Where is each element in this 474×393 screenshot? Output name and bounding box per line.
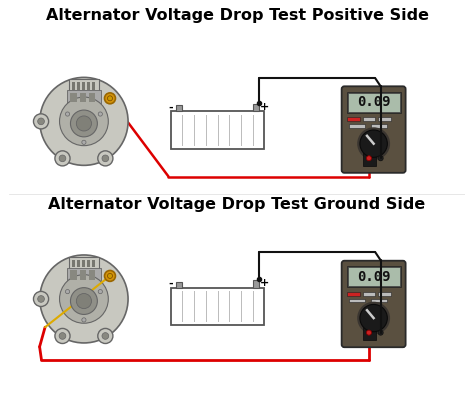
Bar <box>171 111 264 149</box>
Bar <box>69 79 99 91</box>
Circle shape <box>65 290 70 294</box>
Circle shape <box>34 292 49 307</box>
Bar <box>82 260 85 267</box>
Text: +: + <box>260 102 269 112</box>
Bar <box>77 260 80 267</box>
Circle shape <box>59 155 66 162</box>
Bar <box>89 270 95 280</box>
Bar <box>71 270 77 280</box>
Bar <box>378 292 391 296</box>
Circle shape <box>34 114 49 129</box>
Bar <box>72 82 75 90</box>
Circle shape <box>82 140 86 144</box>
Circle shape <box>108 96 112 101</box>
Text: Alternator Voltage Drop Test Positive Side: Alternator Voltage Drop Test Positive Si… <box>46 7 428 22</box>
Circle shape <box>108 274 112 278</box>
Bar <box>347 267 400 286</box>
Text: +: + <box>260 278 269 288</box>
Bar <box>176 105 182 111</box>
Bar <box>253 280 259 288</box>
Circle shape <box>366 330 372 335</box>
Circle shape <box>37 296 45 302</box>
Bar <box>347 118 360 121</box>
Text: 0.09: 0.09 <box>357 270 391 284</box>
Bar <box>89 93 95 102</box>
Circle shape <box>366 156 372 161</box>
Circle shape <box>40 77 128 165</box>
Bar <box>364 324 376 340</box>
Circle shape <box>98 290 102 294</box>
Bar <box>87 260 90 267</box>
Bar <box>72 260 75 267</box>
Bar <box>364 150 376 165</box>
Circle shape <box>59 332 66 339</box>
Bar <box>171 288 264 325</box>
Circle shape <box>360 305 387 332</box>
Bar <box>346 266 401 287</box>
Text: -: - <box>168 279 173 289</box>
Text: Alternator Voltage Drop Test Ground Side: Alternator Voltage Drop Test Ground Side <box>48 197 426 212</box>
Bar <box>92 260 95 267</box>
Circle shape <box>65 112 70 116</box>
Bar <box>349 124 365 128</box>
FancyBboxPatch shape <box>342 261 406 347</box>
Bar <box>69 257 99 269</box>
Bar <box>92 82 95 90</box>
Circle shape <box>60 97 108 146</box>
Circle shape <box>82 318 86 322</box>
Circle shape <box>71 110 97 137</box>
Bar <box>346 92 401 113</box>
Bar <box>371 299 387 302</box>
Bar <box>347 292 360 296</box>
Bar <box>253 104 259 111</box>
Bar <box>371 124 387 128</box>
Circle shape <box>76 294 91 309</box>
Circle shape <box>40 255 128 343</box>
Bar <box>77 82 80 90</box>
Circle shape <box>98 329 113 343</box>
Circle shape <box>98 112 102 116</box>
Circle shape <box>76 116 91 131</box>
FancyBboxPatch shape <box>342 86 406 173</box>
Text: 0.09: 0.09 <box>357 95 391 109</box>
Circle shape <box>357 127 390 160</box>
Circle shape <box>105 93 116 104</box>
Circle shape <box>98 151 113 166</box>
Bar <box>71 93 77 102</box>
Bar <box>82 82 85 90</box>
Circle shape <box>102 332 109 339</box>
Text: -: - <box>168 103 173 113</box>
Circle shape <box>378 156 383 161</box>
Circle shape <box>60 275 108 323</box>
Circle shape <box>71 288 97 314</box>
Bar <box>176 282 182 288</box>
Bar <box>363 292 375 296</box>
Bar <box>80 270 86 280</box>
Circle shape <box>55 329 70 343</box>
Bar <box>67 268 101 281</box>
Bar <box>347 92 400 112</box>
Circle shape <box>55 151 70 166</box>
Circle shape <box>105 270 116 281</box>
Bar <box>349 299 365 302</box>
Bar <box>347 267 400 286</box>
Bar <box>347 93 400 112</box>
Bar <box>378 118 391 121</box>
Circle shape <box>360 130 387 157</box>
Bar <box>363 118 375 121</box>
Circle shape <box>102 155 109 162</box>
Bar <box>67 90 101 104</box>
Circle shape <box>357 302 390 334</box>
Circle shape <box>378 330 383 335</box>
Bar <box>87 82 90 90</box>
Circle shape <box>37 118 45 125</box>
Bar <box>80 93 86 102</box>
